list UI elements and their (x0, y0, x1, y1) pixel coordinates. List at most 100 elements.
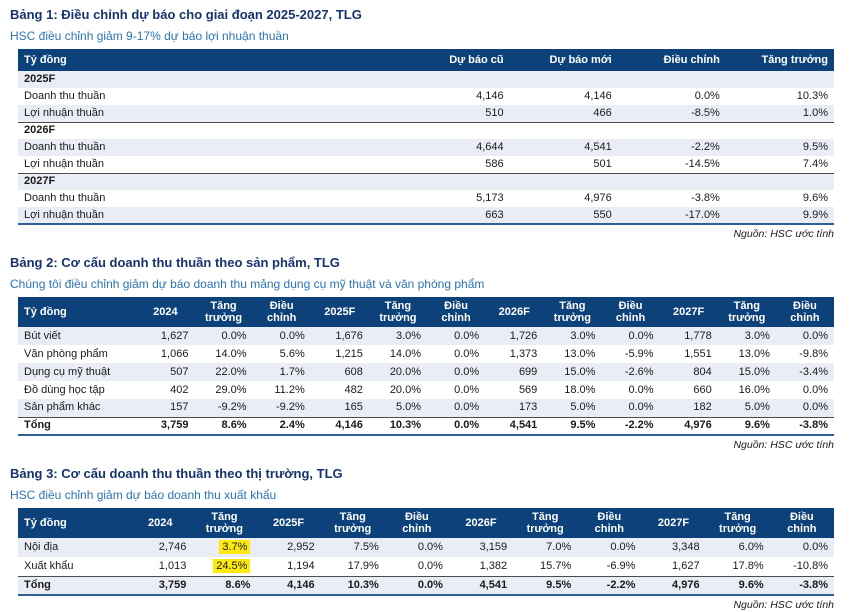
header-row: Tỷ đồng 2024 Tăng trưởng Điều chỉnh 2025F Tăn… (18, 297, 834, 327)
section-row: 2025F (18, 71, 834, 88)
column-header: 2025F (310, 297, 369, 327)
value-cell: 4,976 (659, 416, 718, 435)
data-row: Xuất khẩu 1,013 24.5% 1,194 17.9% 0.0% 1,382 15… (18, 557, 834, 576)
column-header: Tăng trưởng (192, 508, 257, 538)
value-cell: 9.9% (725, 207, 834, 224)
column-header: Điều chỉnh (601, 297, 660, 327)
value-cell: 660 (693, 383, 712, 396)
column-header: Tăng trưởng (705, 508, 770, 538)
row-label: Bút viết (18, 327, 137, 345)
value-cell: -2.6% (601, 363, 660, 381)
value-cell: 165 (310, 399, 369, 417)
value-cell: 15.0% (543, 363, 602, 381)
row-label: Tổng (18, 416, 137, 435)
value-cell: 18.0% (564, 383, 596, 396)
value-cell: 0.0% (577, 538, 642, 557)
value-cell: 15.0% (717, 363, 776, 381)
value-cell: 5.6% (279, 347, 305, 360)
value-cell: 7.4% (802, 157, 828, 170)
revenue-by-product-table: Tỷ đồng 2024 Tăng trưởng Điều chỉnh 2025F Tăn… (18, 297, 834, 436)
value-cell: 586 (485, 157, 504, 170)
value-cell: 0.0% (427, 399, 486, 417)
value-cell: 3,159 (448, 538, 514, 557)
column-header: Điều chỉnh (775, 297, 834, 327)
value-cell: 0.0% (775, 399, 834, 417)
row-label: Sản phẩm khác (18, 399, 137, 417)
value-cell: -10.8% (793, 559, 828, 572)
value-cell: 16.0% (738, 383, 770, 396)
data-row: Đồ dùng học tập 402 29.0% 11.2% 482 20.0% 0.0%… (18, 381, 834, 399)
highlighted-value: 3.7% (219, 540, 251, 554)
value-cell: 507 (136, 363, 195, 381)
value-cell: -8.5% (617, 105, 726, 122)
row-label: 2025F (18, 71, 834, 88)
value-cell: 0.0% (417, 559, 443, 572)
column-header: Tỷ đồng (18, 508, 129, 538)
column-header: Điều chỉnh (252, 297, 311, 327)
value-cell: 3.0% (717, 327, 776, 345)
table3-source-note: Nguồn: HSC ước tính (733, 599, 834, 611)
column-header: Điều chỉnh (577, 508, 642, 538)
value-cell: 10.3% (368, 416, 428, 435)
section-row: 2026F (18, 121, 834, 139)
value-cell: 24.5% (192, 557, 256, 576)
value-cell: 1,627 (672, 559, 700, 572)
value-cell: 1,382 (479, 559, 508, 572)
highlighted-value: 24.5% (213, 558, 251, 573)
value-cell: 4,541 (448, 575, 514, 595)
table1-source-note: Nguồn: HSC ước tính (733, 228, 834, 240)
data-row: Lợi nhuận thuần 586 501 -14.5% 7.4% (18, 156, 834, 173)
value-cell: -3.4% (775, 363, 834, 381)
value-cell: 6.0% (705, 538, 770, 557)
value-cell: 9.6% (705, 575, 770, 595)
value-cell: 1,215 (335, 347, 363, 360)
value-cell: 1,194 (287, 559, 315, 572)
revenue-by-market-table: Tỷ đồng 2024 Tăng trưởng 2025F Tăng trưởng Đi… (18, 508, 834, 596)
value-cell: 4,976 (584, 192, 612, 204)
value-cell: 10.3% (796, 90, 828, 102)
value-cell: -9.2% (252, 399, 311, 417)
value-cell: -17.0% (617, 207, 726, 224)
row-label: Đồ dùng học tập (24, 383, 105, 396)
value-cell: 550 (509, 207, 618, 224)
value-cell: 699 (485, 363, 544, 381)
value-cell: -3.8% (775, 416, 834, 435)
column-header: Tỷ đồng (18, 49, 402, 71)
table3-subtitle: HSC điều chỉnh giảm dự báo doanh thu xuấ… (10, 488, 277, 502)
value-cell: 3.0% (368, 327, 428, 345)
value-cell: -14.5% (684, 157, 720, 170)
value-cell: -3.8% (769, 575, 834, 595)
value-cell: 0.0% (427, 416, 486, 435)
header-row: Tỷ đồng Dự báo cũ Dự báo mới Điều chỉnh Tăng… (18, 49, 834, 71)
value-cell: 0.0% (454, 347, 480, 360)
value-cell: 11.2% (274, 383, 305, 396)
column-header: Điều chỉnh (769, 508, 834, 538)
value-cell: 8.6% (192, 575, 257, 595)
row-label: Lợi nhuận thuần (24, 157, 105, 170)
value-cell: 2.4% (252, 416, 311, 435)
value-cell: 482 (344, 383, 363, 396)
column-header: Tăng trưởng (513, 508, 578, 538)
value-cell: 0.0% (628, 383, 654, 396)
column-header: Điều chỉnh (427, 297, 486, 327)
value-cell: 17.8% (732, 559, 764, 572)
data-row: Lợi nhuận thuần 510 466 -8.5% 1.0% (18, 105, 834, 122)
value-cell: 1,066 (160, 347, 189, 360)
column-header: Điều chỉnh (617, 49, 726, 71)
value-cell: 7.5% (320, 538, 385, 557)
section-row: 2027F (18, 172, 834, 190)
value-cell: 663 (401, 207, 510, 224)
table2-subtitle: Chúng tôi điều chỉnh giảm dự báo doanh t… (10, 277, 485, 291)
value-cell: 13.0% (738, 347, 770, 360)
row-label: Văn phòng phẩm (24, 347, 108, 360)
value-cell: 3,348 (641, 538, 706, 557)
value-cell: 1,627 (136, 327, 195, 345)
row-label: 2027F (18, 172, 834, 190)
value-cell: 4,146 (476, 90, 504, 102)
row-label: 2026F (18, 121, 834, 139)
value-cell: 9.5% (543, 416, 602, 435)
value-cell: 402 (170, 383, 189, 396)
value-cell: 0.0% (252, 327, 311, 345)
value-cell: 4,541 (509, 139, 618, 156)
value-cell: 5.0% (717, 399, 776, 417)
